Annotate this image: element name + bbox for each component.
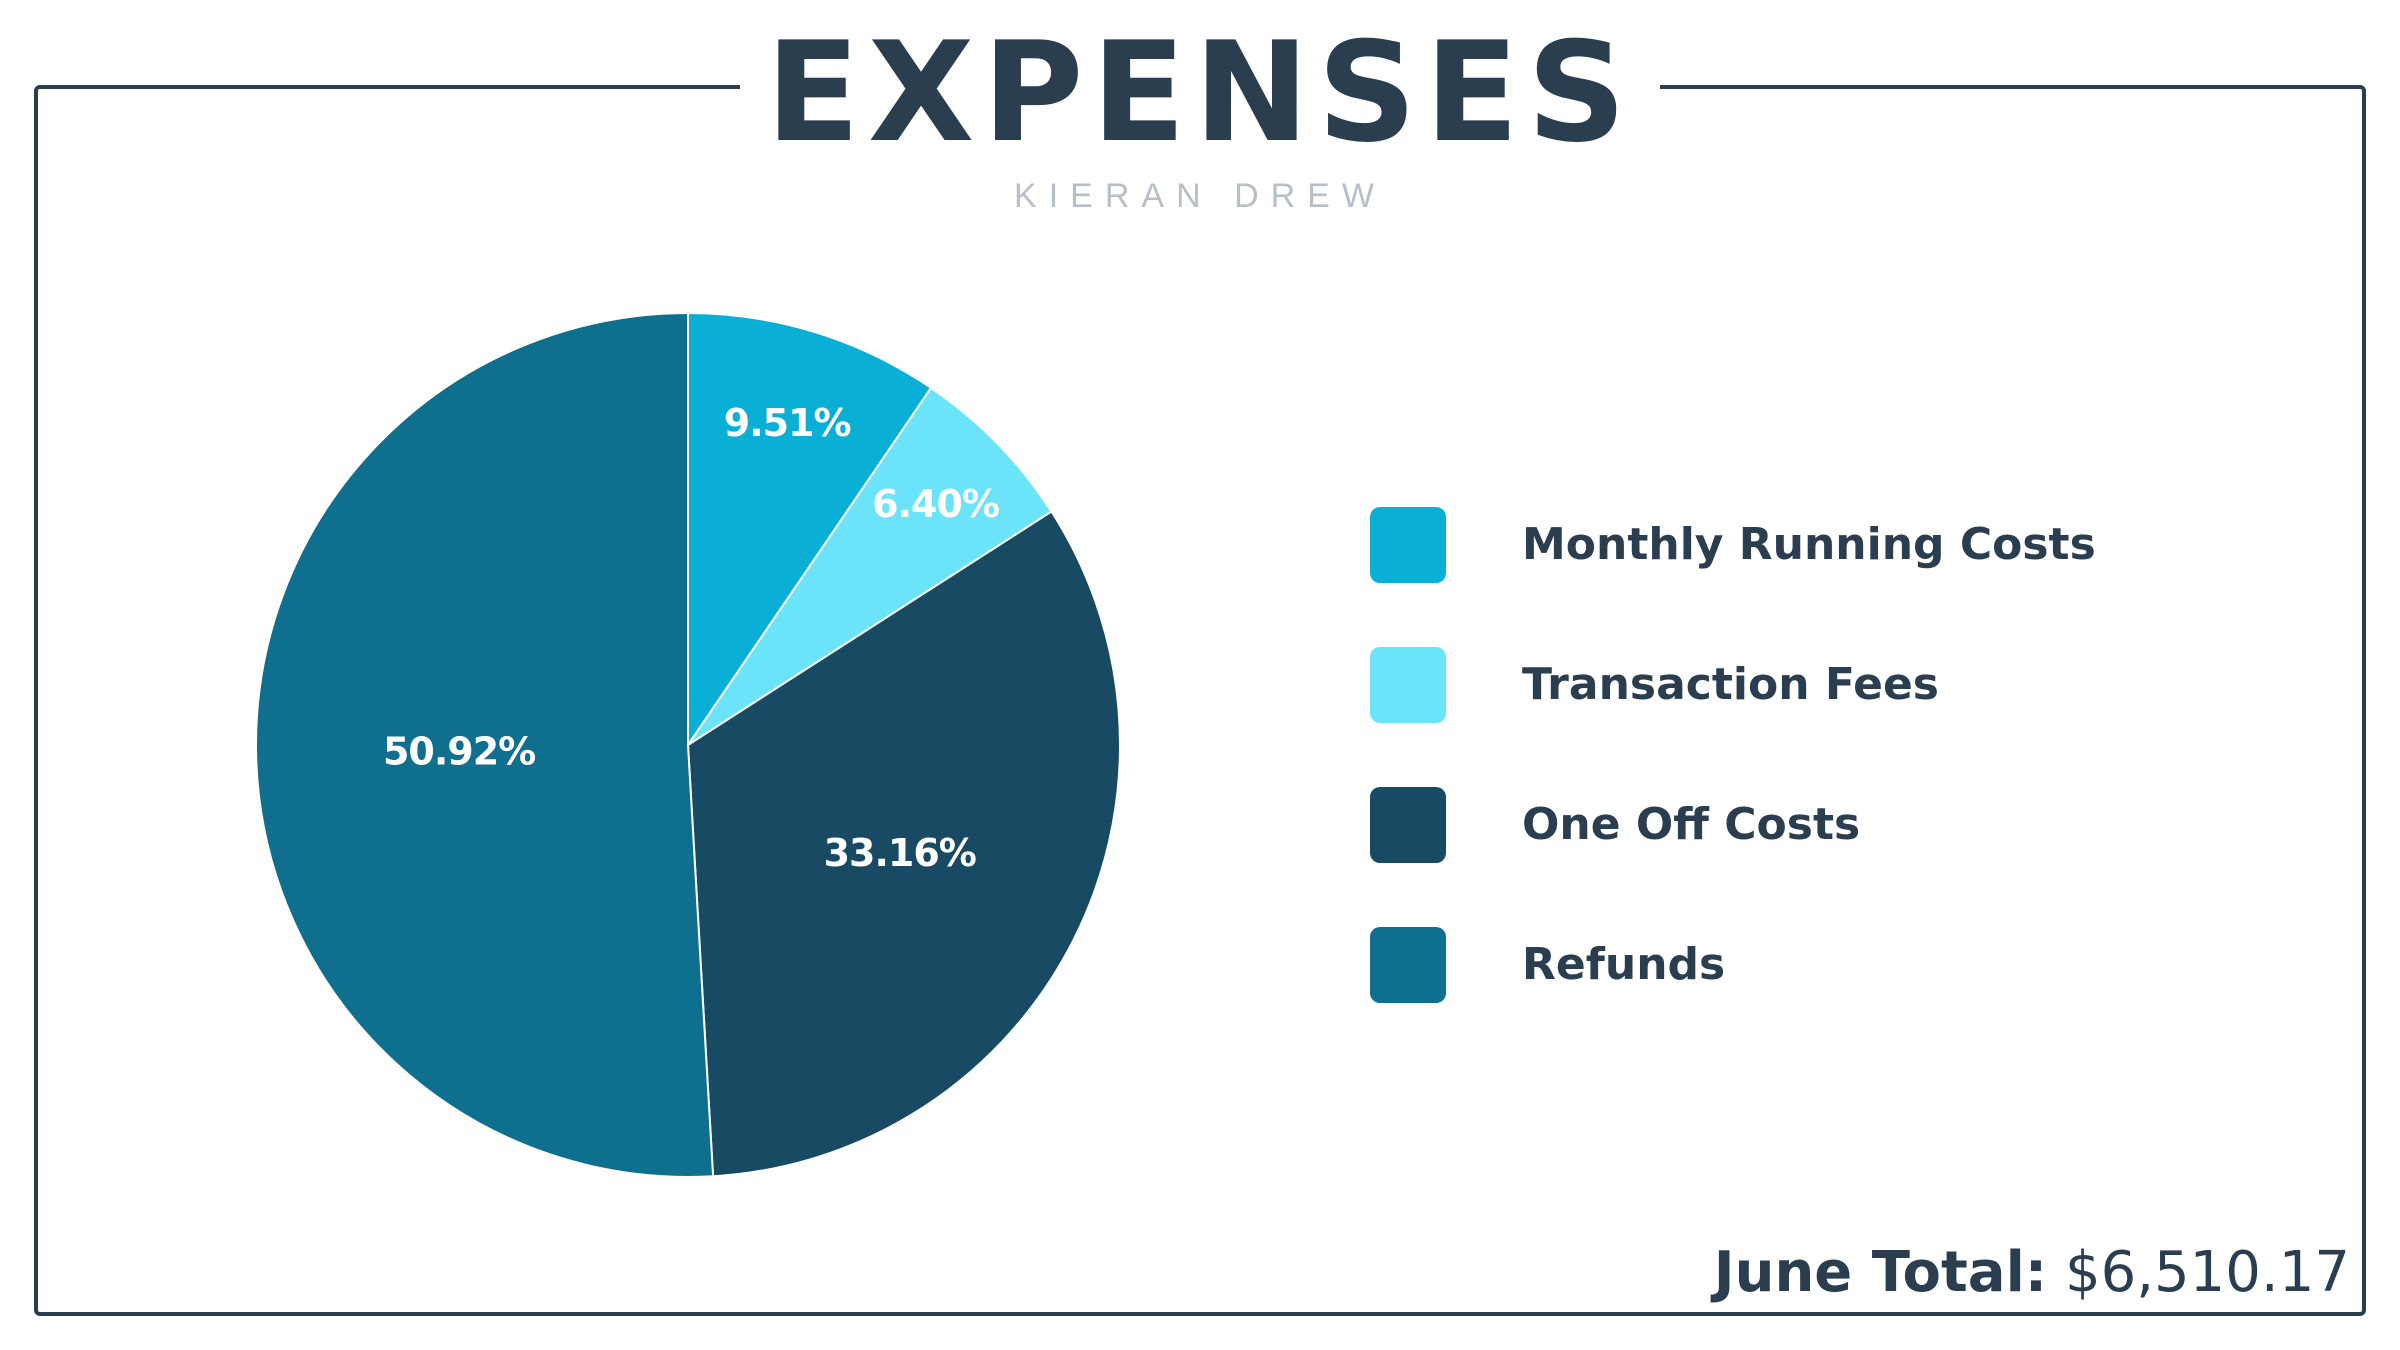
pie-slice-refunds	[255, 311, 715, 1178]
pie-slices	[255, 311, 1121, 1178]
pie-label-transaction-fees: 6.40%	[872, 482, 999, 526]
legend-item-monthly-running-costs: Monthly Running Costs	[1370, 505, 2170, 583]
legend-label: Refunds	[1522, 939, 1726, 990]
total-label: June Total:	[1713, 1240, 2048, 1305]
pie-label-one-off-costs: 33.16%	[824, 831, 976, 875]
legend-swatch	[1370, 787, 1446, 863]
legend-label: Transaction Fees	[1522, 659, 1939, 710]
legend-swatch	[1370, 927, 1446, 1003]
legend-item-transaction-fees: Transaction Fees	[1370, 645, 2170, 723]
pie-labels: 9.51% 6.40% 33.16% 50.92%	[383, 401, 1000, 875]
title-mask	[740, 60, 1660, 120]
legend-swatch	[1370, 647, 1446, 723]
pie-slice-monthly-running-costs	[687, 311, 933, 749]
pie-label-refunds: 50.92%	[383, 730, 535, 774]
pie-slice-one-off-costs	[686, 510, 1121, 1178]
pie-slice-transaction-fees	[687, 386, 1053, 746]
legend-label: One Off Costs	[1522, 799, 1861, 850]
legend-label: Monthly Running Costs	[1522, 519, 2096, 570]
legend-item-one-off-costs: One Off Costs	[1370, 785, 2170, 863]
pie-label-monthly-running-costs: 9.51%	[724, 401, 851, 445]
total-value: $6,510.17	[2064, 1240, 2350, 1305]
legend-swatch	[1370, 507, 1446, 583]
total-summary: June Total: $6,510.17	[1705, 1238, 2350, 1308]
legend: Monthly Running Costs Transaction Fees O…	[1370, 505, 2170, 1065]
legend-item-refunds: Refunds	[1370, 925, 2170, 1003]
chart-title: EXPENSES	[765, 12, 1635, 173]
chart-subtitle: KIERAN DREW	[1014, 177, 1386, 215]
